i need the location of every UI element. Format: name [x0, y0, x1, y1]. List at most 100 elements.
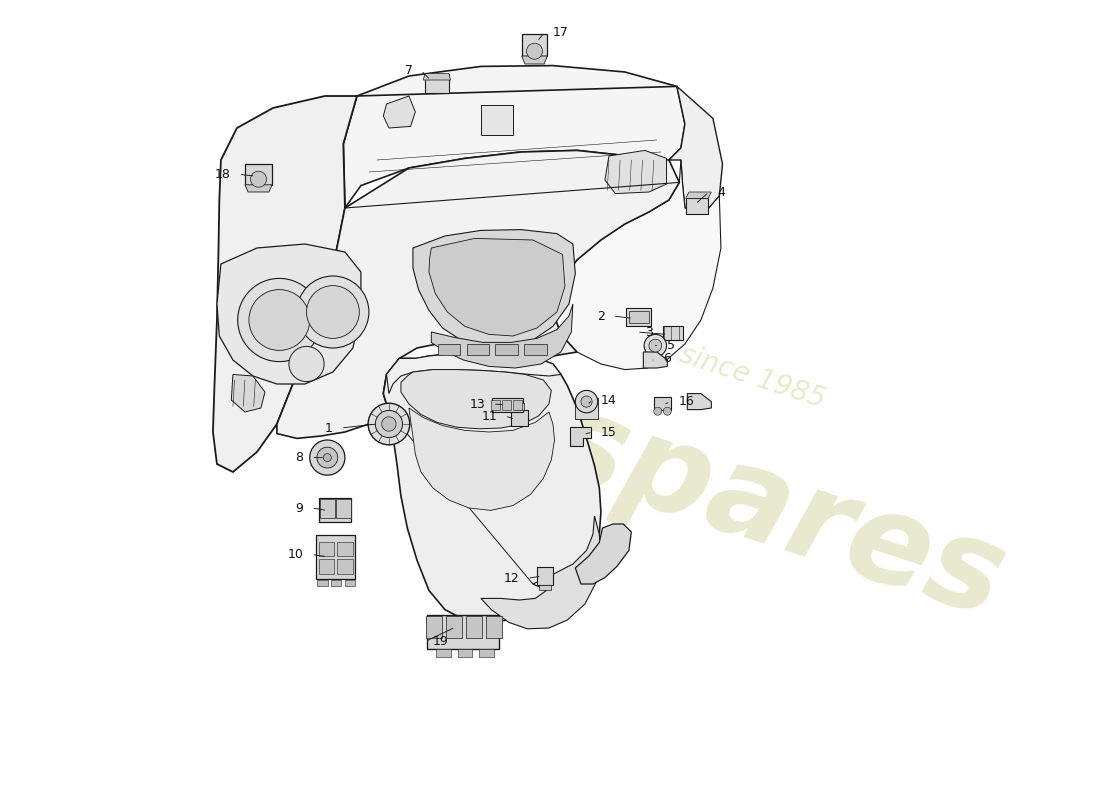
Text: 8: 8: [295, 451, 304, 464]
Bar: [486, 616, 502, 638]
Bar: [653, 397, 671, 410]
Bar: [319, 498, 351, 522]
Circle shape: [575, 390, 597, 413]
Polygon shape: [386, 354, 561, 394]
Circle shape: [307, 286, 360, 338]
Polygon shape: [213, 96, 356, 472]
Bar: [338, 542, 352, 556]
Bar: [491, 400, 499, 410]
Circle shape: [297, 276, 368, 348]
Text: 17: 17: [553, 26, 569, 38]
Circle shape: [375, 410, 403, 438]
Bar: [502, 400, 510, 410]
Circle shape: [649, 339, 662, 352]
Circle shape: [527, 43, 542, 59]
Bar: [685, 198, 708, 214]
Text: 9: 9: [296, 502, 304, 514]
Circle shape: [382, 417, 396, 431]
Bar: [537, 567, 553, 585]
Text: 4: 4: [717, 186, 725, 198]
Bar: [319, 559, 334, 574]
Polygon shape: [409, 408, 554, 510]
Bar: [319, 542, 334, 556]
Text: 19: 19: [433, 635, 449, 648]
Polygon shape: [424, 74, 451, 80]
Circle shape: [249, 290, 310, 350]
Bar: [628, 310, 649, 322]
Circle shape: [653, 407, 662, 415]
Polygon shape: [605, 150, 667, 194]
Polygon shape: [575, 524, 631, 584]
Bar: [438, 344, 460, 355]
Text: 15: 15: [601, 426, 617, 438]
Bar: [427, 615, 499, 649]
Polygon shape: [685, 192, 712, 198]
Polygon shape: [231, 374, 265, 412]
Polygon shape: [400, 370, 551, 429]
Circle shape: [645, 334, 667, 357]
Bar: [344, 580, 355, 586]
Bar: [331, 580, 341, 586]
Circle shape: [310, 440, 345, 475]
Polygon shape: [539, 585, 551, 590]
Circle shape: [368, 403, 409, 445]
Polygon shape: [429, 238, 565, 336]
Polygon shape: [644, 352, 668, 368]
Polygon shape: [481, 516, 601, 629]
Bar: [425, 74, 449, 93]
Bar: [495, 344, 518, 355]
Circle shape: [289, 346, 324, 382]
Text: 14: 14: [601, 394, 617, 406]
Polygon shape: [217, 244, 361, 384]
Polygon shape: [277, 150, 680, 438]
Bar: [466, 344, 488, 355]
Bar: [480, 649, 494, 657]
Bar: [320, 499, 334, 518]
Polygon shape: [515, 403, 524, 410]
Text: eurospares: eurospares: [230, 284, 1020, 644]
Bar: [662, 326, 683, 340]
Text: 12: 12: [504, 572, 519, 585]
Text: 1: 1: [324, 422, 333, 434]
Text: 13: 13: [470, 398, 485, 410]
Polygon shape: [383, 96, 416, 128]
Circle shape: [323, 454, 331, 462]
Polygon shape: [570, 427, 591, 446]
Polygon shape: [431, 304, 573, 368]
Polygon shape: [343, 66, 685, 208]
Circle shape: [581, 396, 592, 407]
Bar: [337, 499, 351, 518]
Bar: [458, 649, 472, 657]
Bar: [465, 616, 482, 638]
Bar: [481, 105, 513, 135]
Polygon shape: [575, 398, 597, 419]
Polygon shape: [688, 394, 712, 410]
Text: 2: 2: [597, 310, 605, 322]
Bar: [436, 649, 451, 657]
Text: 7: 7: [405, 64, 412, 77]
Bar: [245, 164, 272, 185]
Bar: [521, 34, 548, 56]
Bar: [317, 580, 328, 586]
Text: 6: 6: [663, 352, 671, 365]
Circle shape: [251, 171, 266, 187]
Text: 18: 18: [214, 168, 231, 181]
Text: 10: 10: [287, 548, 304, 561]
Polygon shape: [669, 86, 723, 214]
Bar: [510, 410, 528, 426]
Circle shape: [317, 447, 338, 468]
Bar: [524, 344, 547, 355]
Polygon shape: [245, 185, 272, 192]
Bar: [626, 308, 651, 326]
Bar: [446, 616, 462, 638]
Text: 5: 5: [668, 339, 675, 352]
Bar: [426, 616, 442, 638]
Circle shape: [663, 407, 671, 415]
Text: a passion for parts since 1985: a passion for parts since 1985: [421, 258, 828, 414]
Polygon shape: [412, 230, 575, 346]
Text: 16: 16: [679, 395, 694, 408]
Circle shape: [238, 278, 321, 362]
Bar: [316, 534, 354, 579]
Bar: [514, 400, 522, 410]
Bar: [492, 398, 522, 412]
